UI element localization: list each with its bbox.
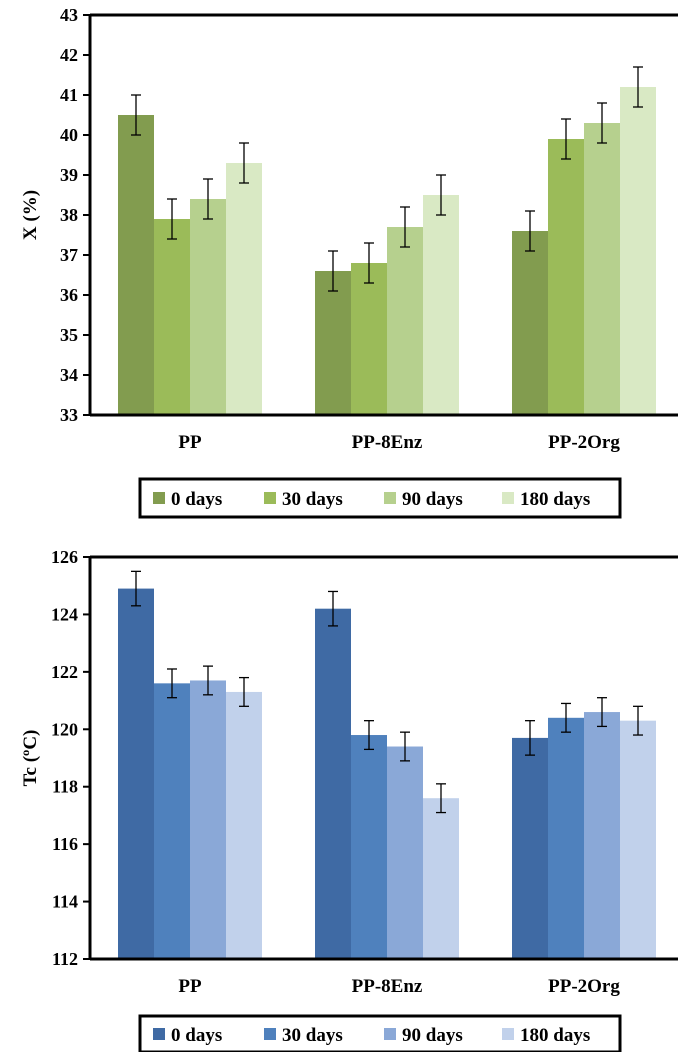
chart-2: 112 114 116 118 120 122 124 126 Tc (ºC) PP PP-8Enz… — [20, 547, 678, 1052]
y-tick-label: 40 — [60, 125, 78, 145]
y-tick-label: 36 — [60, 285, 78, 305]
y-tick-label: 116 — [52, 834, 78, 854]
legend-label: 0 days — [171, 489, 222, 510]
bar — [118, 115, 154, 415]
legend-label: 180 days — [520, 489, 590, 510]
y-tick-label: 34 — [60, 365, 78, 385]
chart-1: 33 34 35 36 37 38 39 40 41 42 43 X (%) PP PP-8Enz PP-2… — [20, 5, 678, 519]
bar — [190, 199, 226, 415]
y-tick-label: 124 — [51, 604, 78, 624]
y-tick-label: 35 — [60, 325, 78, 345]
bar — [387, 746, 423, 959]
bar — [548, 139, 584, 415]
bar — [351, 735, 387, 959]
category-label: PP-8Enz — [352, 432, 423, 453]
y-tick-label: 41 — [60, 85, 78, 105]
category-label: PP — [178, 976, 202, 997]
y-tick-label: 37 — [60, 245, 78, 265]
y-tick-label: 42 — [60, 45, 78, 65]
legend-label: 90 days — [402, 1025, 463, 1046]
bar — [351, 263, 387, 415]
legend-swatch — [153, 492, 165, 504]
legend-swatch — [153, 1028, 165, 1040]
y-tick-label: 43 — [60, 5, 78, 25]
bar — [226, 163, 262, 415]
legend-swatch — [384, 1028, 396, 1040]
legend-label: 30 days — [282, 1025, 343, 1046]
y-tick-label: 38 — [60, 205, 78, 225]
bar — [423, 798, 459, 959]
y-tick-label: 118 — [52, 777, 78, 797]
legend-label: 180 days — [520, 1025, 590, 1046]
category-label: PP-2Org — [548, 976, 620, 997]
y-tick-label: 39 — [60, 165, 78, 185]
bar — [190, 680, 226, 959]
category-label: PP — [178, 432, 202, 453]
legend-swatch — [264, 1028, 276, 1040]
bar — [512, 737, 548, 959]
y-tick-label: 33 — [60, 405, 78, 425]
y-tick-label: 120 — [51, 719, 78, 739]
legend-swatch — [502, 492, 514, 504]
bar — [584, 712, 620, 959]
legend-swatch — [384, 492, 396, 504]
legend-label: 30 days — [282, 489, 343, 510]
bar — [512, 231, 548, 415]
bar — [548, 717, 584, 959]
y-axis-label: X (%) — [20, 190, 41, 240]
bar — [315, 608, 351, 959]
y-tick-label: 112 — [52, 949, 78, 969]
bar — [154, 683, 190, 959]
legend-box — [138, 477, 622, 519]
legend-label: 0 days — [171, 1025, 222, 1046]
y-tick-label: 126 — [51, 547, 78, 567]
bar — [423, 195, 459, 415]
category-label: PP-2Org — [548, 432, 620, 453]
bar — [584, 123, 620, 415]
category-label: PP-8Enz — [352, 976, 423, 997]
y-axis-label: Tc (ºC) — [20, 730, 41, 787]
legend-swatch — [264, 492, 276, 504]
bar — [620, 87, 656, 415]
bar — [154, 219, 190, 415]
y-tick-label: 122 — [51, 662, 78, 682]
legend-label: 90 days — [402, 489, 463, 510]
bar — [387, 227, 423, 415]
legend-swatch — [502, 1028, 514, 1040]
bar — [118, 588, 154, 959]
y-tick-label: 114 — [52, 892, 78, 912]
legend-box — [138, 1014, 622, 1052]
bar — [315, 271, 351, 415]
bar — [620, 720, 656, 959]
bar — [226, 691, 262, 959]
